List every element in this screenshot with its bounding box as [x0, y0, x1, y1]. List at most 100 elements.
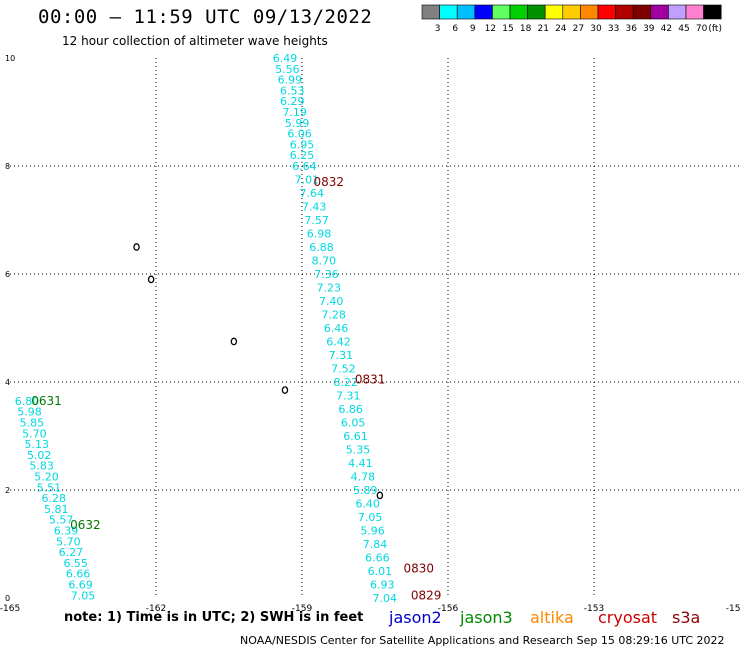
colorbar-label: 9	[470, 24, 476, 34]
colorbar-swatch	[580, 4, 599, 20]
map-axes: -165 -162 -159 -156 -153 -150 10 8 6 4 2 0	[0, 54, 740, 614]
colorbar-unit: (ft)	[708, 24, 722, 34]
swh-value: 5.98	[17, 406, 42, 419]
satellite-legend-jason3: jason3	[460, 608, 513, 627]
swh-value: 5.51	[37, 481, 62, 494]
swh-value: 6.42	[326, 336, 351, 349]
colorbar-label: 42	[661, 24, 672, 34]
swh-value: 7.01	[295, 174, 320, 187]
swh-value: 5.99	[285, 117, 310, 130]
colorbar-swatch	[650, 4, 669, 20]
island-atoll-e	[376, 491, 384, 500]
swh-value: 5.70	[22, 427, 47, 440]
swh-value: 4.41	[348, 457, 373, 470]
colorbar-label: 24	[555, 24, 567, 34]
colorbar-label: 18	[520, 24, 532, 34]
swh-value: 7.19	[282, 106, 307, 119]
swh-value: 6.28	[42, 492, 67, 505]
island-outlines	[133, 243, 384, 500]
colorbar-label: 39	[643, 24, 655, 34]
time-label: 0631	[31, 394, 62, 408]
map-grid	[10, 58, 740, 598]
swh-value: 7.28	[321, 309, 346, 322]
colorbar-swatch	[703, 4, 722, 20]
swh-value: 7.05	[358, 511, 383, 524]
colorbar-swatch	[668, 4, 687, 20]
track-cryosat: 6.495.566.996.536.297.195.996.066.956.25…	[273, 52, 442, 605]
swh-value: 7.31	[329, 349, 354, 362]
swh-value: 5.81	[44, 503, 69, 516]
time-label: 0829	[411, 588, 442, 602]
colorbar-label: 30	[590, 24, 602, 34]
colorbar-legend: 3 6 9 12 15 18 21 24 27 30 33 36 39 42 45 70 (ft)	[421, 4, 722, 34]
colorbar-swatch	[562, 4, 581, 20]
swh-value: 6.39	[54, 525, 79, 538]
swh-value: 6.93	[370, 579, 395, 592]
swh-value: 6.95	[290, 138, 315, 151]
y-tick-label: 8	[5, 162, 10, 171]
swh-value: 5.56	[275, 63, 300, 76]
swh-value: 6.61	[343, 430, 368, 443]
swh-value: 7.57	[304, 214, 329, 227]
page-subtitle: 12 hour collection of altimeter wave hei…	[62, 34, 328, 48]
swh-value: 6.99	[278, 74, 303, 87]
satellite-legend-jason2: jason2	[389, 608, 442, 627]
footer-note: note: 1) Time is in UTC; 2) SWH is in fe…	[64, 610, 364, 625]
colorbar-label: 21	[537, 24, 548, 34]
island-atoll-a	[133, 243, 140, 251]
colorbar-swatch	[509, 4, 528, 20]
colorbar-swatch	[685, 4, 704, 20]
swh-value: 7.36	[314, 268, 339, 281]
page-title: 00:00 – 11:59 UTC 09/13/2022	[38, 6, 373, 28]
colorbar-label: 33	[608, 24, 619, 34]
swh-value: 6.40	[355, 498, 380, 511]
colorbar-swatch	[492, 4, 511, 20]
swh-value: 6.80	[15, 395, 40, 408]
swh-value: 6.55	[63, 557, 88, 570]
colorbar-swatch	[456, 4, 476, 20]
swh-value: 7.04	[372, 592, 397, 605]
swh-value: 5.57	[49, 514, 74, 527]
swh-value: 6.05	[341, 417, 366, 430]
swh-value: 6.66	[66, 568, 91, 581]
swh-value: 6.66	[365, 552, 390, 565]
swh-value: 6.88	[309, 241, 334, 254]
y-tick-label: 0	[5, 594, 10, 603]
swh-value: 5.02	[27, 449, 52, 462]
swh-value: 7.84	[363, 538, 388, 551]
colorbar-swatch	[597, 4, 616, 20]
colorbar-label: 3	[435, 24, 441, 34]
colorbar-swatch	[439, 4, 458, 20]
swh-value: 8.70	[312, 255, 337, 268]
time-label: 0831	[355, 372, 386, 386]
satellite-legend-cryosat: cryosat	[598, 608, 658, 627]
time-label: 0832	[313, 175, 344, 189]
swh-value: 5.83	[29, 460, 54, 473]
swh-value: 6.01	[368, 565, 393, 578]
swh-value: 6.69	[68, 579, 93, 592]
y-tick-label: 10	[5, 54, 15, 63]
x-tick-label: -150	[726, 604, 740, 614]
x-tick-label: -159	[292, 604, 313, 614]
swh-value: 5.96	[360, 525, 385, 538]
swh-value: 7.52	[331, 363, 356, 376]
y-tick-label: 6	[5, 270, 10, 279]
colorbar-swatch	[615, 4, 634, 20]
colorbar-label: 45	[678, 24, 689, 34]
time-label: 0632	[70, 518, 101, 532]
swh-value: 6.46	[324, 322, 349, 335]
island-atoll-b	[147, 275, 155, 284]
swh-value: 5.35	[346, 444, 371, 457]
swh-value: 6.06	[287, 128, 312, 141]
swh-value: 6.25	[290, 149, 315, 162]
time-label: 0830	[404, 561, 435, 575]
swh-value: 5.20	[34, 471, 59, 484]
swh-value: 7.64	[299, 187, 324, 200]
colorbar-label: 27	[573, 24, 584, 34]
x-tick-label: -156	[438, 604, 459, 614]
colorbar-swatch	[632, 4, 652, 20]
swh-value: 7.31	[336, 390, 361, 403]
colorbar-label: 15	[502, 24, 513, 34]
x-tick-label: -162	[146, 604, 166, 614]
satellite-legend-altika: altika	[530, 608, 574, 627]
